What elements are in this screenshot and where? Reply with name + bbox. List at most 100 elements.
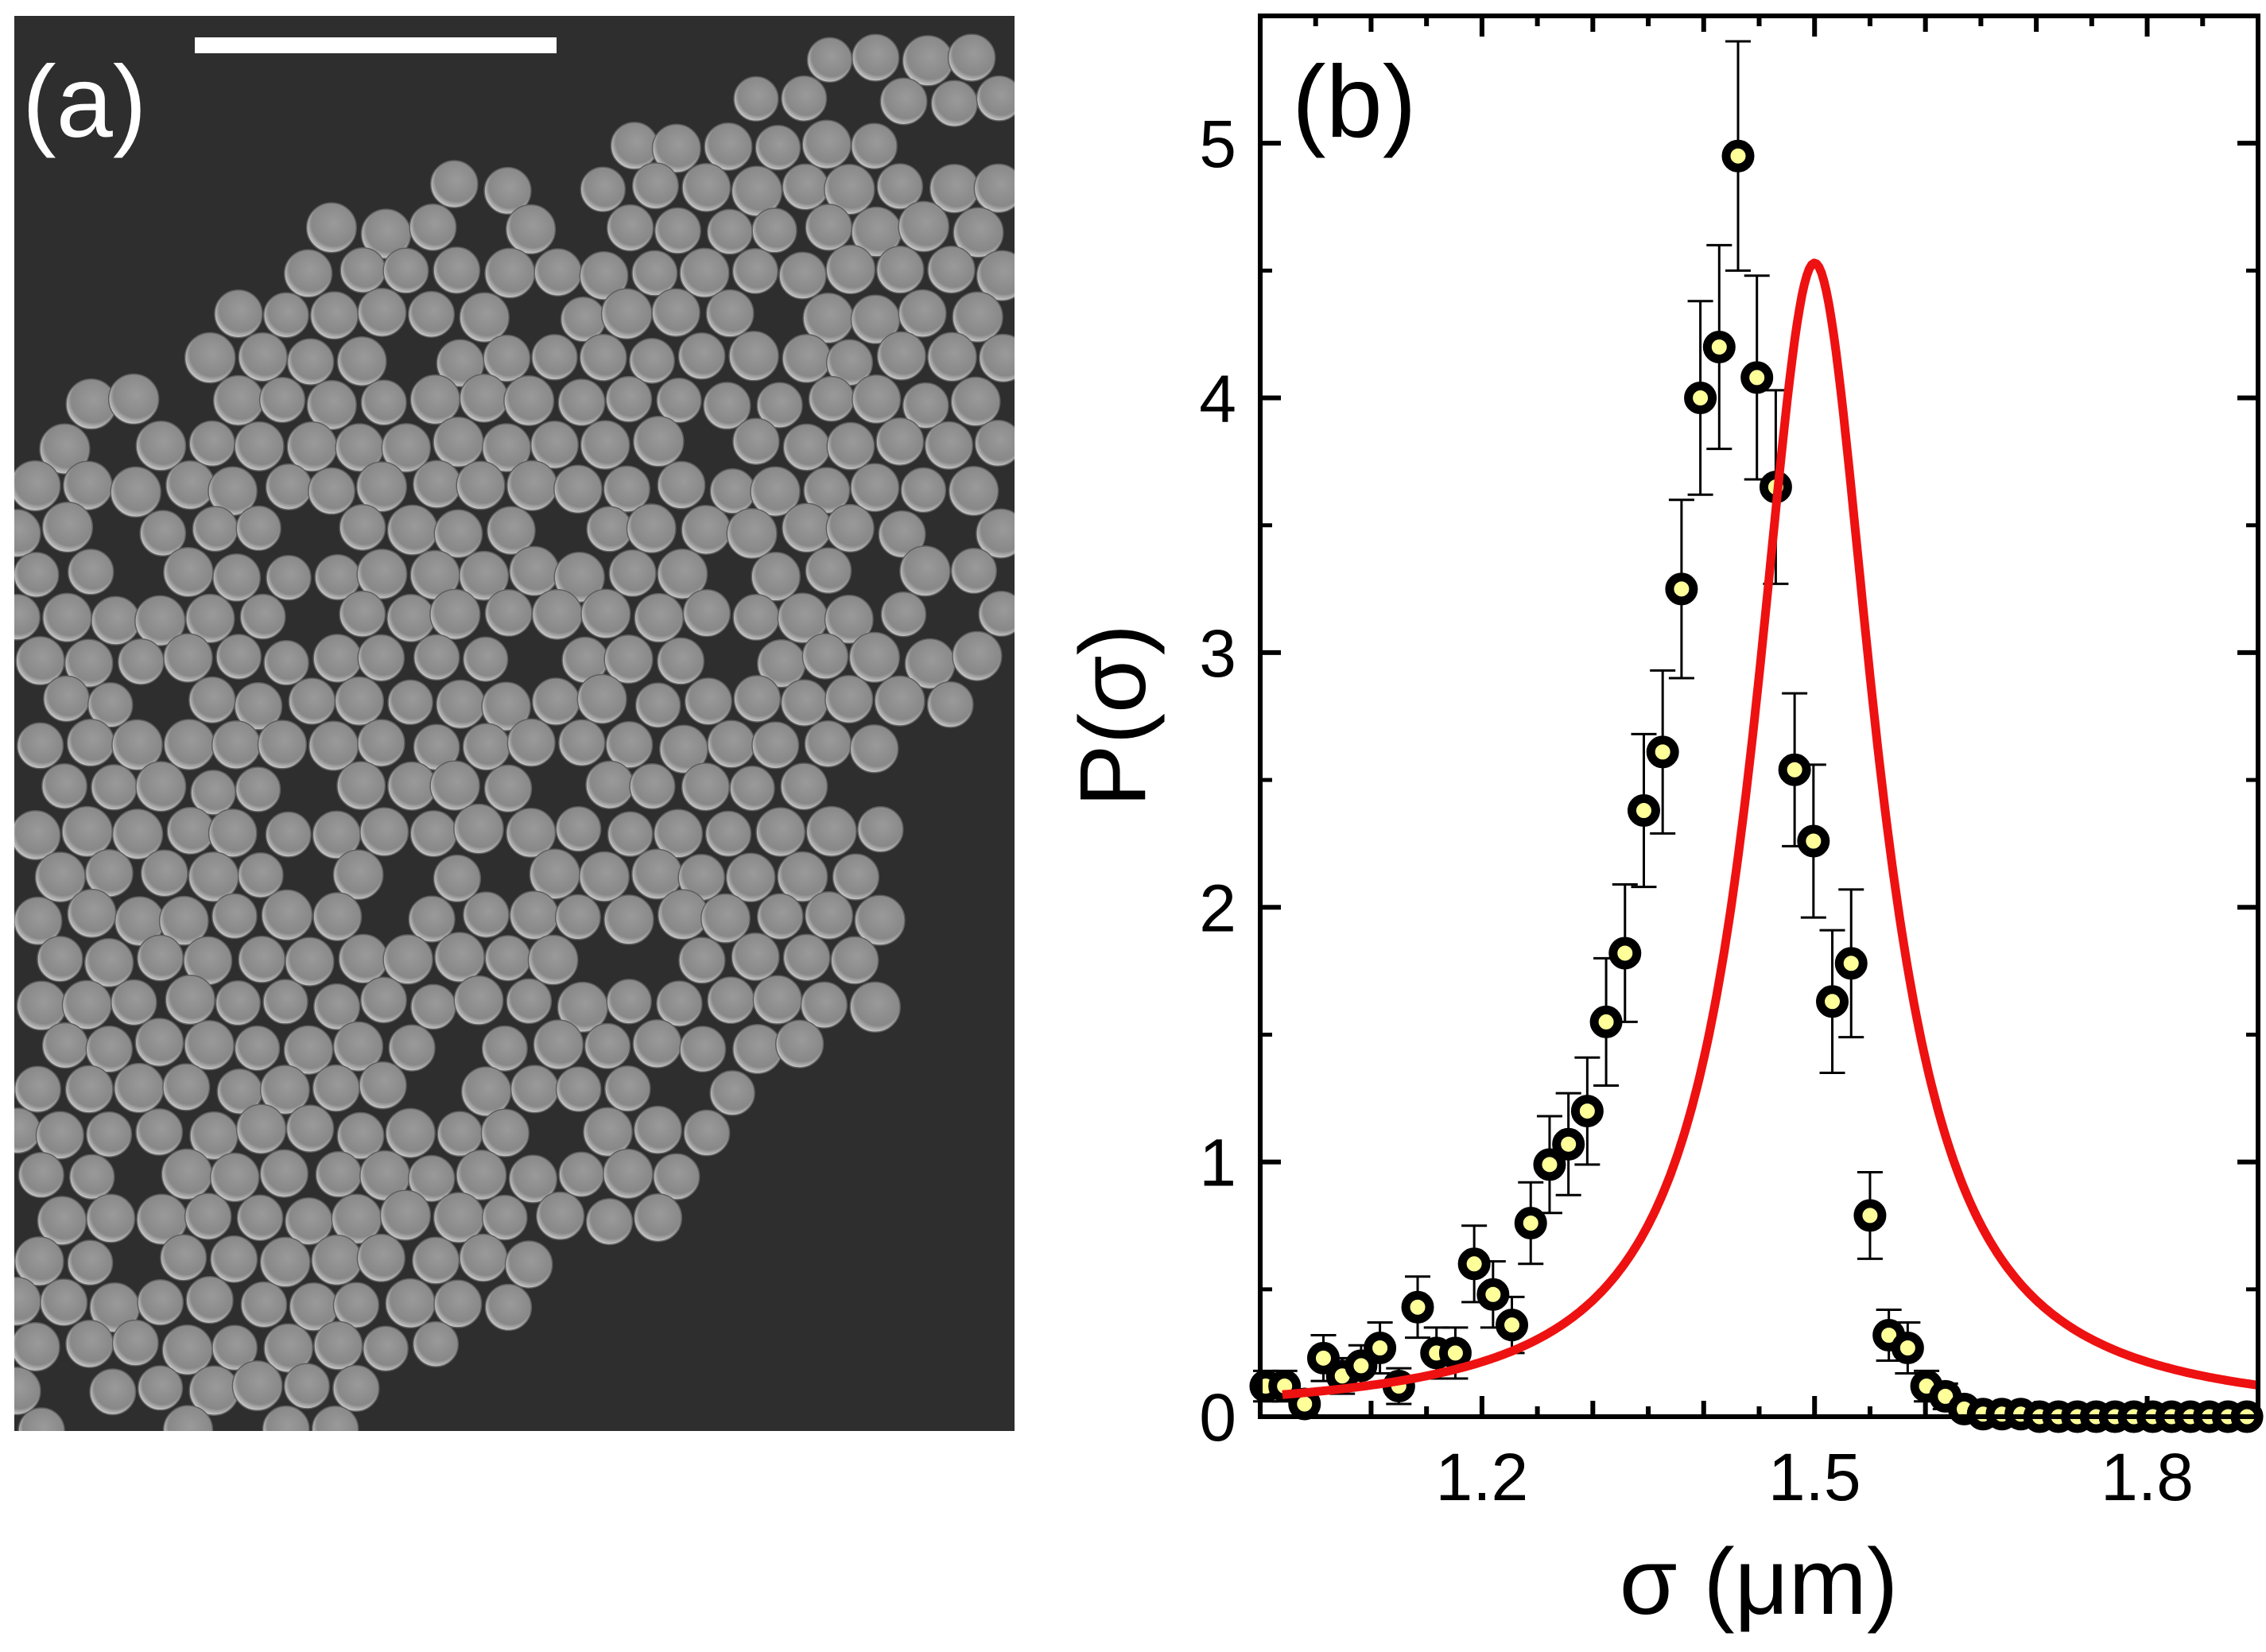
sphere-particle bbox=[535, 1191, 585, 1241]
sphere-particle bbox=[43, 675, 90, 723]
sphere-particle bbox=[682, 589, 731, 638]
sphere-particle bbox=[235, 766, 281, 812]
sphere-particle bbox=[731, 247, 778, 295]
sphere-particle bbox=[14, 809, 61, 861]
sphere-particle bbox=[633, 1105, 682, 1154]
sphere-particle bbox=[603, 894, 654, 945]
sphere-particle bbox=[386, 594, 436, 643]
sphere-particle bbox=[407, 290, 456, 338]
sphere-particle bbox=[86, 1193, 136, 1243]
sphere-particle bbox=[805, 547, 852, 595]
sphere-particle bbox=[603, 1148, 654, 1200]
sphere-particle bbox=[137, 934, 184, 982]
data-point bbox=[1589, 1005, 1623, 1038]
sphere-particle bbox=[311, 1405, 359, 1431]
sphere-particle bbox=[387, 679, 433, 726]
sphere-particle bbox=[484, 935, 531, 982]
sphere-particle bbox=[14, 593, 41, 641]
sphere-particle bbox=[66, 719, 115, 767]
sphere-particle bbox=[413, 460, 462, 509]
sphere-particle bbox=[703, 382, 751, 430]
sphere-particle bbox=[61, 805, 113, 858]
sphere-particle bbox=[902, 35, 954, 87]
data-point bbox=[1533, 1148, 1566, 1181]
sphere-particle bbox=[382, 934, 433, 985]
data-point bbox=[1797, 824, 1830, 858]
sphere-particle bbox=[16, 980, 67, 1031]
sphere-particle bbox=[633, 416, 685, 467]
sphere-particle bbox=[733, 675, 782, 723]
sphere-particle bbox=[238, 936, 286, 983]
sphere-particle bbox=[357, 634, 405, 682]
sphere-particle bbox=[902, 382, 949, 429]
sphere-particle bbox=[509, 545, 560, 597]
sphere-particle bbox=[508, 1154, 558, 1204]
data-point bbox=[1834, 947, 1868, 980]
sphere-particle bbox=[459, 1233, 508, 1282]
sphere-particle bbox=[184, 332, 236, 384]
data-point bbox=[1457, 1247, 1491, 1281]
sphere-particle bbox=[600, 288, 653, 340]
sphere-particle bbox=[311, 1234, 363, 1286]
sphere-particle bbox=[308, 720, 359, 771]
sphere-particle bbox=[484, 1283, 533, 1332]
sphere-particle bbox=[262, 979, 308, 1025]
sphere-particle bbox=[453, 975, 504, 1026]
data-point bbox=[1438, 1336, 1472, 1370]
y-axis-label: P(σ) bbox=[1061, 624, 1166, 807]
sphere-particle bbox=[332, 1021, 384, 1072]
sphere-particle bbox=[506, 978, 553, 1025]
sphere-particle bbox=[388, 1024, 436, 1072]
sphere-particle bbox=[654, 207, 701, 254]
sphere-particle bbox=[14, 1276, 41, 1326]
x-tick-label: 1.5 bbox=[1768, 1440, 1861, 1514]
sphere-particle bbox=[184, 1192, 232, 1240]
sphere-particle bbox=[503, 375, 555, 427]
sphere-particle bbox=[14, 509, 41, 558]
sphere-particle bbox=[774, 1019, 825, 1068]
sphere-particle bbox=[629, 337, 675, 384]
sphere-particle bbox=[656, 980, 703, 1027]
sphere-particle bbox=[313, 983, 361, 1030]
sphere-particle bbox=[356, 1233, 405, 1283]
sphere-particle bbox=[283, 249, 333, 298]
sphere-particle bbox=[235, 505, 281, 552]
sphere-particle bbox=[462, 723, 510, 771]
sphere-particle bbox=[379, 1189, 432, 1241]
sphere-particle bbox=[459, 550, 510, 601]
sphere-particle bbox=[553, 464, 603, 514]
sphere-particle bbox=[899, 545, 951, 597]
sphere-particle bbox=[211, 1324, 258, 1371]
sphere-particle bbox=[830, 936, 879, 985]
sphere-particle bbox=[61, 979, 112, 1030]
sphere-particle bbox=[782, 423, 831, 471]
sphere-particle bbox=[679, 1026, 727, 1073]
sphere-particle bbox=[165, 460, 215, 510]
x-tick-label: 1.2 bbox=[1435, 1440, 1528, 1514]
sphere-particle bbox=[653, 1153, 700, 1200]
sphere-particle bbox=[67, 888, 117, 939]
sphere-particle bbox=[453, 803, 504, 855]
sphere-particle bbox=[875, 417, 925, 466]
sphere-particle bbox=[336, 761, 386, 811]
sphere-particle bbox=[211, 719, 261, 770]
sphere-particle bbox=[83, 937, 134, 988]
sphere-particle bbox=[212, 553, 262, 603]
data-points bbox=[1249, 139, 2264, 1433]
sphere-particle bbox=[681, 762, 730, 812]
sphere-particle bbox=[657, 549, 708, 599]
sphere-particle bbox=[261, 889, 313, 941]
panel-a-label: (a) bbox=[22, 45, 146, 159]
sphere-particle bbox=[527, 934, 579, 986]
sphere-particle bbox=[580, 420, 631, 471]
sphere-particle bbox=[706, 208, 753, 255]
sphere-particle bbox=[950, 548, 997, 595]
sphere-particle bbox=[584, 1022, 631, 1070]
plot-frame bbox=[1258, 14, 2260, 1419]
sphere-particle bbox=[409, 810, 457, 858]
sphere-particle bbox=[166, 806, 215, 855]
sphere-particle bbox=[679, 247, 730, 298]
sphere-particle bbox=[160, 1234, 208, 1282]
sphere-particle bbox=[91, 764, 138, 811]
